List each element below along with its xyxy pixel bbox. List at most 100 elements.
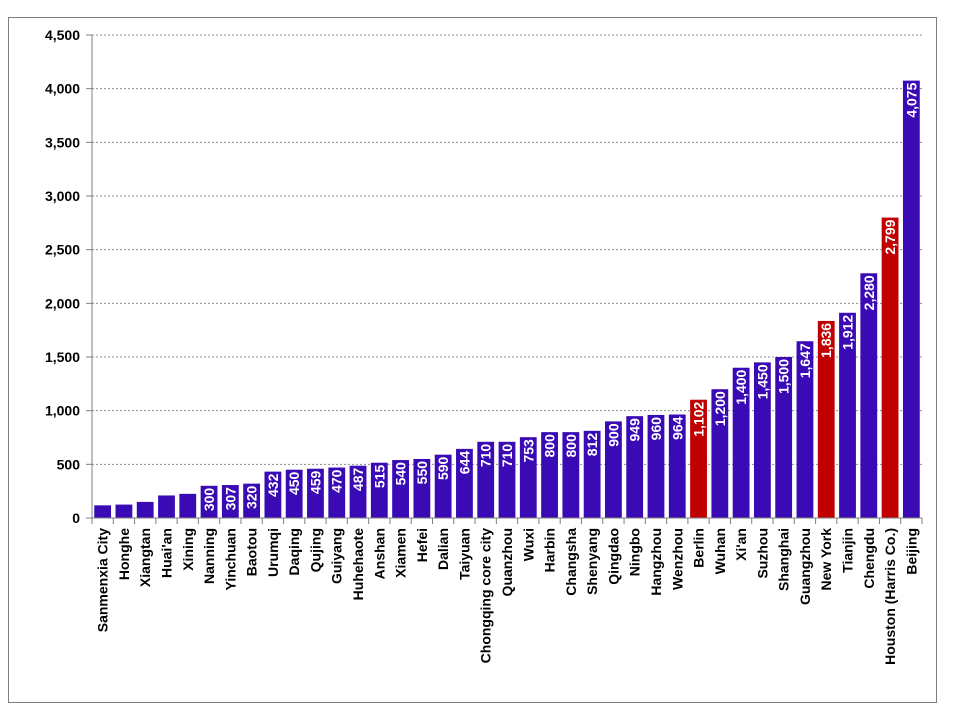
data-label: 800 — [542, 434, 558, 458]
data-label: 590 — [435, 456, 451, 480]
y-tick-label: 500 — [57, 456, 81, 472]
data-label: 1,102 — [691, 402, 707, 437]
data-label: 1,647 — [797, 343, 813, 378]
y-tick-label: 3,000 — [45, 188, 80, 204]
bar — [158, 495, 175, 518]
bars — [94, 80, 920, 518]
bar — [668, 414, 686, 518]
data-label: 540 — [393, 462, 409, 486]
category-label: Chongqing core city — [478, 528, 494, 664]
category-label: Huhehaote — [350, 528, 366, 601]
bar — [605, 421, 622, 518]
bar — [349, 465, 367, 518]
category-label: Nanning — [201, 528, 217, 584]
bar — [626, 416, 644, 518]
bar — [392, 460, 409, 518]
data-label: 459 — [307, 471, 323, 495]
category-label: Daqing — [286, 528, 302, 575]
data-label: 1,450 — [754, 364, 770, 399]
data-label: 753 — [520, 439, 536, 463]
bar — [307, 468, 324, 518]
category-label: Qujing — [307, 528, 323, 572]
category-label: Hefei — [414, 528, 430, 562]
data-label: 2,799 — [882, 219, 898, 254]
category-label: Beijing — [903, 528, 919, 575]
category-label: Honghe — [116, 528, 132, 580]
data-label: 1,836 — [818, 323, 834, 358]
data-label: 118 — [95, 480, 111, 503]
chart-frame — [8, 17, 937, 703]
data-label: 320 — [244, 485, 260, 509]
y-tick-label: 4,500 — [45, 27, 80, 43]
data-label: 450 — [286, 471, 302, 495]
bar — [136, 501, 154, 518]
bar — [902, 80, 920, 518]
data-label: 470 — [329, 469, 345, 493]
bar — [860, 273, 878, 518]
category-label: Urumqi — [265, 528, 281, 577]
y-tick-label: 2,000 — [45, 295, 80, 311]
category-label: Wuxi — [520, 528, 536, 561]
y-tick-label: 1,000 — [45, 403, 80, 419]
data-label: 2,280 — [861, 275, 877, 310]
data-label: 644 — [456, 451, 472, 475]
category-label: Guangzhou — [797, 528, 813, 605]
category-label: Huai'an — [158, 528, 174, 578]
category-label: Changsha — [563, 528, 579, 596]
category-label: Quanzhou — [499, 528, 515, 596]
bar — [179, 493, 197, 518]
data-label: 432 — [265, 473, 281, 497]
x-axis-categories: Sanmenxia City Honghe Xiangtan Huai'an Xinin… — [95, 528, 920, 665]
bar — [562, 432, 580, 518]
category-label: Guiyang — [329, 528, 345, 584]
bar — [243, 483, 261, 518]
category-label: Wenzhou — [669, 528, 685, 590]
y-tick-label: 4,000 — [45, 81, 80, 97]
category-label: Xiangtan — [137, 528, 153, 587]
data-label: 150 — [137, 475, 153, 499]
category-label: Dalian — [435, 528, 451, 570]
data-label: 960 — [648, 417, 664, 441]
category-label: Baotou — [244, 528, 260, 576]
category-label: Tianjin — [840, 528, 856, 573]
category-label: Hangzhou — [648, 528, 664, 596]
category-label: Suzhou — [754, 528, 770, 579]
category-label: Sanmenxia City — [95, 528, 111, 632]
data-label: 900 — [605, 423, 621, 447]
category-label: Shanghai — [776, 528, 792, 591]
bar — [200, 485, 218, 518]
category-label: Harbin — [542, 528, 558, 572]
bar — [753, 362, 771, 518]
bar — [881, 217, 899, 518]
data-label: 710 — [499, 444, 515, 468]
data-label: 1,500 — [776, 359, 792, 394]
category-label: Xiamen — [393, 528, 409, 578]
bar — [775, 357, 793, 518]
data-label: 4,075 — [903, 82, 919, 117]
data-label: 225 — [180, 467, 196, 491]
bar — [285, 469, 303, 518]
bar — [370, 462, 388, 518]
y-tick-label: 1,500 — [45, 349, 80, 365]
data-label: 964 — [669, 416, 685, 440]
category-label: Yinchuan — [222, 528, 238, 591]
bar — [690, 399, 707, 518]
y-tick-label: 3,500 — [45, 134, 80, 150]
y-tick-label: 0 — [72, 510, 80, 526]
category-label: Chengdu — [861, 528, 877, 589]
data-label: 1,200 — [712, 391, 728, 426]
bar — [583, 430, 601, 518]
bar — [456, 448, 473, 518]
data-label: 487 — [350, 468, 366, 492]
data-label: 949 — [627, 418, 643, 442]
y-tick-label: 2,500 — [45, 242, 80, 258]
data-labels: 118 125 150 210 225 300 307 320 432 450 459 470 487 5… — [95, 82, 920, 511]
data-label: 300 — [201, 488, 217, 512]
bar — [264, 471, 282, 518]
data-label: 515 — [371, 465, 387, 489]
category-label: Ningbo — [627, 528, 643, 576]
bar — [519, 437, 537, 518]
data-label: 307 — [222, 487, 238, 511]
bar — [541, 432, 558, 518]
